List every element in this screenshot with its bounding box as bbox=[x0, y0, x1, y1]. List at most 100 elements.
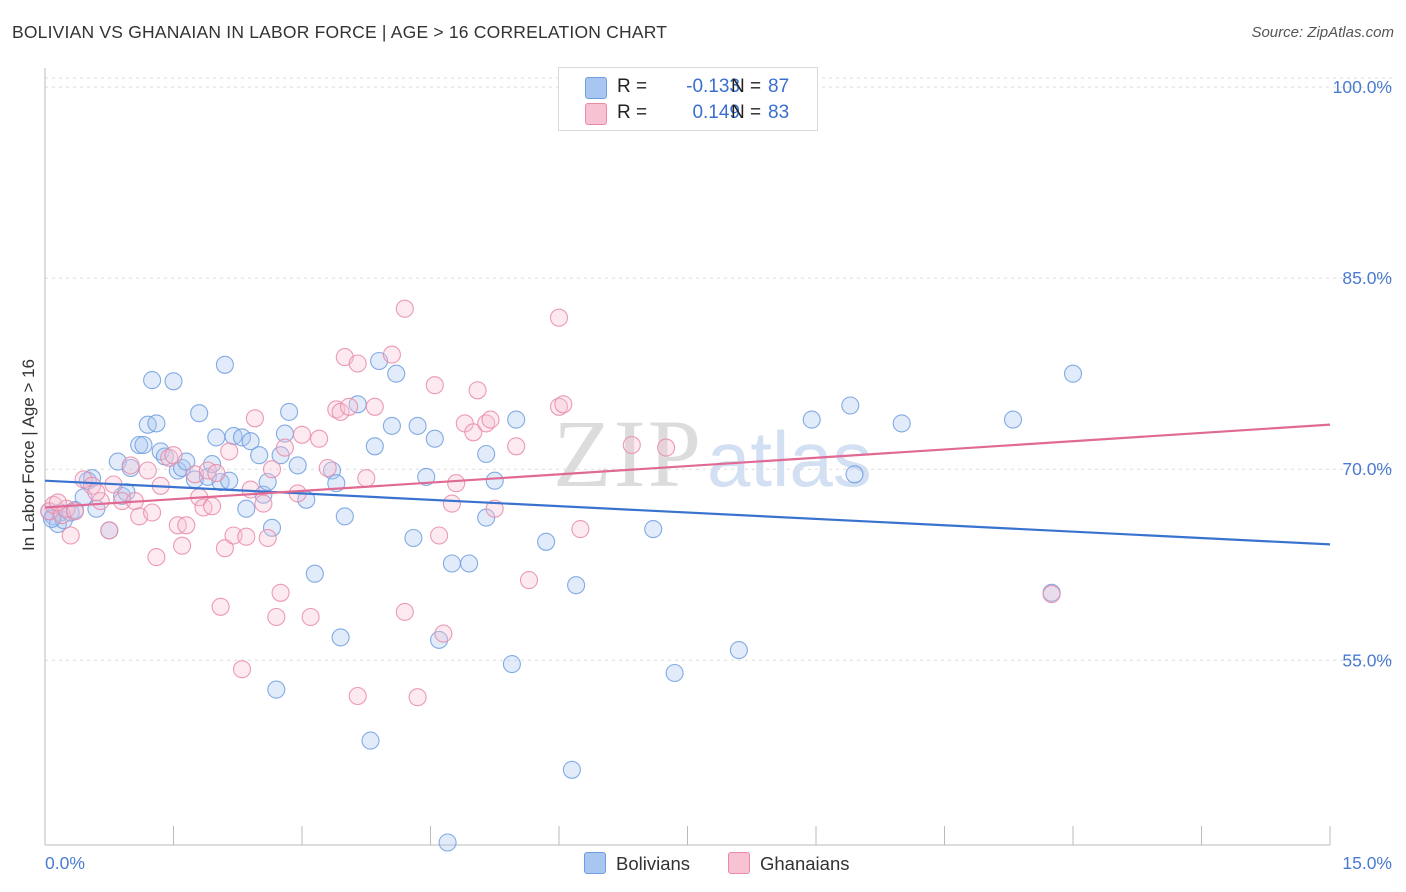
point-bolivians bbox=[365, 437, 384, 456]
point-bolivians bbox=[143, 371, 162, 390]
legend-r-value: 0.149 bbox=[692, 102, 740, 123]
point-ghanaians bbox=[87, 483, 106, 502]
point-ghanaians bbox=[442, 494, 461, 513]
point-bolivians bbox=[845, 465, 864, 484]
point-bolivians bbox=[215, 355, 234, 374]
point-ghanaians bbox=[232, 660, 252, 679]
axis-labels: In Labor Force | Age > 16 55.0% 70.0% 85.0… bbox=[19, 77, 1392, 873]
point-ghanaians bbox=[164, 446, 183, 465]
legend-swatch-ghanaians bbox=[728, 852, 750, 874]
point-ghanaians bbox=[237, 527, 256, 546]
point-ghanaians bbox=[622, 435, 641, 455]
legend-item-bolivians[interactable]: Bolivians bbox=[584, 852, 690, 875]
x-tick-label: 15.0% bbox=[1342, 853, 1392, 873]
point-ghanaians bbox=[657, 438, 676, 457]
point-bolivians bbox=[361, 731, 380, 750]
point-ghanaians bbox=[365, 397, 384, 416]
point-ghanaians bbox=[173, 536, 192, 555]
point-ghanaians bbox=[211, 597, 230, 616]
legend-n-value: 87 bbox=[768, 76, 790, 97]
trend-line-ghanaians bbox=[44, 423, 1331, 509]
point-bolivians bbox=[164, 372, 183, 391]
legend-label-bolivians: Bolivians bbox=[616, 853, 691, 874]
legend-r-label: R = bbox=[617, 102, 648, 123]
point-bolivians bbox=[442, 554, 461, 573]
legend-swatch-bolivians bbox=[584, 852, 606, 874]
point-bolivians bbox=[1003, 410, 1023, 429]
x-tick-label: 0.0% bbox=[45, 853, 85, 873]
point-bolivians bbox=[562, 760, 581, 779]
point-bolivians bbox=[382, 416, 401, 435]
point-ghanaians bbox=[430, 526, 449, 545]
point-ghanaians bbox=[138, 461, 157, 480]
point-ghanaians bbox=[481, 410, 500, 429]
point-bolivians bbox=[802, 410, 821, 429]
point-bolivians bbox=[502, 655, 521, 674]
point-bolivians bbox=[665, 663, 684, 683]
point-ghanaians bbox=[91, 492, 110, 511]
point-ghanaians bbox=[292, 425, 312, 444]
point-bolivians bbox=[417, 467, 436, 486]
point-ghanaians bbox=[301, 607, 320, 627]
point-bolivians bbox=[331, 628, 350, 647]
point-ghanaians bbox=[121, 456, 140, 475]
data-points bbox=[40, 299, 1083, 852]
point-ghanaians bbox=[348, 686, 367, 706]
point-ghanaians bbox=[267, 607, 286, 627]
point-bolivians bbox=[567, 576, 586, 595]
point-ghanaians bbox=[100, 521, 119, 540]
point-ghanaians bbox=[357, 469, 376, 488]
point-ghanaians bbox=[434, 624, 453, 643]
point-ghanaians bbox=[310, 429, 329, 448]
legend-item-ghanaians[interactable]: Ghanaians bbox=[728, 852, 849, 875]
point-ghanaians bbox=[425, 376, 444, 395]
legend-label-ghanaians: Ghanaians bbox=[760, 853, 850, 874]
point-bolivians bbox=[841, 396, 860, 415]
point-ghanaians bbox=[382, 345, 401, 364]
point-ghanaians bbox=[61, 526, 80, 545]
point-ghanaians bbox=[65, 502, 85, 521]
point-ghanaians bbox=[447, 474, 466, 493]
point-bolivians bbox=[438, 833, 457, 852]
axes bbox=[44, 68, 1331, 846]
point-ghanaians bbox=[408, 688, 427, 707]
point-ghanaians bbox=[203, 497, 222, 516]
point-ghanaians bbox=[468, 381, 487, 400]
legend-n-value: 83 bbox=[768, 102, 790, 123]
point-bolivians bbox=[335, 507, 354, 526]
point-bolivians bbox=[262, 518, 282, 537]
point-ghanaians bbox=[485, 499, 504, 518]
point-bolivians bbox=[404, 528, 423, 548]
point-ghanaians bbox=[331, 402, 350, 421]
y-tick-label: 100.0% bbox=[1333, 77, 1392, 97]
point-bolivians bbox=[1063, 364, 1083, 383]
correlation-legend: R = -0.133 N = 87 R = 0.149 N = 83 bbox=[558, 67, 818, 131]
point-bolivians bbox=[507, 410, 526, 429]
point-ghanaians bbox=[318, 458, 337, 478]
point-ghanaians bbox=[258, 528, 277, 548]
chart-title: BOLIVIAN VS GHANAIAN IN LABOR FORCE | AG… bbox=[12, 22, 668, 42]
point-ghanaians bbox=[143, 503, 162, 522]
point-bolivians bbox=[147, 414, 166, 433]
point-bolivians bbox=[644, 520, 663, 539]
point-ghanaians bbox=[395, 602, 414, 621]
point-ghanaians bbox=[395, 299, 414, 318]
point-ghanaians bbox=[177, 516, 196, 535]
point-ghanaians bbox=[275, 438, 294, 457]
point-ghanaians bbox=[262, 460, 282, 479]
point-bolivians bbox=[232, 428, 252, 447]
point-ghanaians bbox=[245, 409, 264, 428]
point-ghanaians bbox=[215, 539, 234, 558]
point-ghanaians bbox=[220, 442, 239, 461]
point-ghanaians bbox=[554, 395, 573, 414]
point-ghanaians bbox=[48, 493, 67, 512]
point-ghanaians bbox=[254, 494, 273, 513]
point-ghanaians bbox=[549, 308, 569, 327]
point-ghanaians bbox=[571, 520, 590, 539]
point-bolivians bbox=[485, 471, 504, 490]
point-ghanaians bbox=[519, 571, 539, 590]
point-bolivians bbox=[537, 532, 556, 551]
point-ghanaians bbox=[348, 354, 367, 373]
point-bolivians bbox=[267, 680, 286, 699]
y-tick-label: 55.0% bbox=[1342, 650, 1392, 670]
